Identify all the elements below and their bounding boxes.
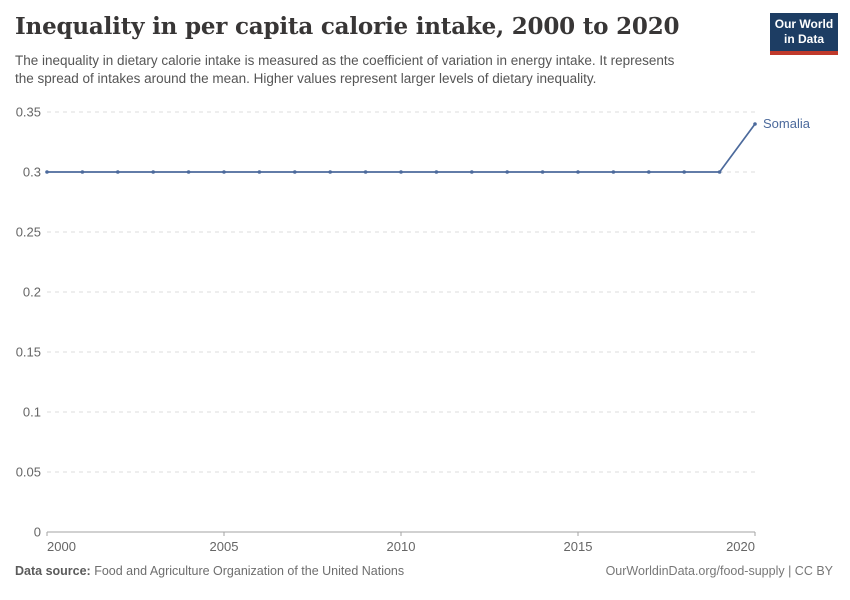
data-point[interactable] xyxy=(80,170,85,174)
owid-logo-line1: Our World xyxy=(774,17,834,31)
page-title: Inequality in per capita calorie intake,… xyxy=(15,13,680,40)
y-tick-label: 0.05 xyxy=(16,465,41,480)
data-point[interactable] xyxy=(257,170,262,174)
chart-subtitle-line2: the spread of intakes around the mean. H… xyxy=(15,71,597,86)
data-point[interactable] xyxy=(116,170,120,174)
data-source-label: Data source: xyxy=(15,564,91,578)
data-point[interactable] xyxy=(470,170,474,174)
y-tick-label: 0.15 xyxy=(16,345,41,360)
y-tick-label: 0.35 xyxy=(16,105,41,120)
x-tick-label: 2010 xyxy=(387,539,416,554)
x-tick-label: 2020 xyxy=(726,539,755,554)
data-point[interactable] xyxy=(151,170,155,174)
data-point[interactable] xyxy=(717,170,722,174)
series-end-label[interactable]: Somalia xyxy=(763,116,811,131)
data-point[interactable] xyxy=(45,170,49,174)
data-source: Data source: Food and Agriculture Organi… xyxy=(15,564,404,578)
data-point[interactable] xyxy=(576,170,580,174)
data-point[interactable] xyxy=(505,170,510,174)
data-point[interactable] xyxy=(611,170,616,174)
data-point[interactable] xyxy=(328,170,333,174)
data-point[interactable] xyxy=(682,170,686,174)
series-line[interactable] xyxy=(46,123,756,173)
data-point[interactable] xyxy=(434,170,439,174)
data-point[interactable] xyxy=(540,170,545,174)
chart-subtitle: The inequality in dietary calorie intake… xyxy=(15,52,674,88)
data-point[interactable] xyxy=(293,170,297,174)
data-point[interactable] xyxy=(186,170,191,174)
data-point[interactable] xyxy=(647,170,651,174)
line-chart[interactable]: 0 0.05 0.1 0.15 0.2 0.25 0.3 0.35 2000 2005 2010 20… xyxy=(0,95,850,560)
y-tick-label: 0.25 xyxy=(16,225,41,240)
owid-logo-line2: in Data xyxy=(783,32,824,46)
x-tick-label: 2005 xyxy=(210,539,239,554)
x-tick-label: 2015 xyxy=(564,539,593,554)
y-tick-label: 0.1 xyxy=(23,405,41,420)
y-tick-label: 0 xyxy=(34,525,41,540)
x-tick-label: 2000 xyxy=(47,539,76,554)
credit-link[interactable]: OurWorldinData.org/food-supply | CC BY xyxy=(605,564,833,578)
data-source-text: Food and Agriculture Organization of the… xyxy=(94,564,405,578)
data-point[interactable] xyxy=(222,170,226,174)
owid-logo[interactable]: Our World in Data xyxy=(770,13,838,55)
data-point[interactable] xyxy=(399,170,403,174)
y-tick-label: 0.2 xyxy=(23,285,41,300)
chart-footer: Data source: Food and Agriculture Organi… xyxy=(15,564,833,578)
data-point[interactable] xyxy=(753,122,757,126)
y-tick-label: 0.3 xyxy=(23,165,41,180)
chart-subtitle-line1: The inequality in dietary calorie intake… xyxy=(15,53,675,68)
data-point[interactable] xyxy=(363,170,368,174)
